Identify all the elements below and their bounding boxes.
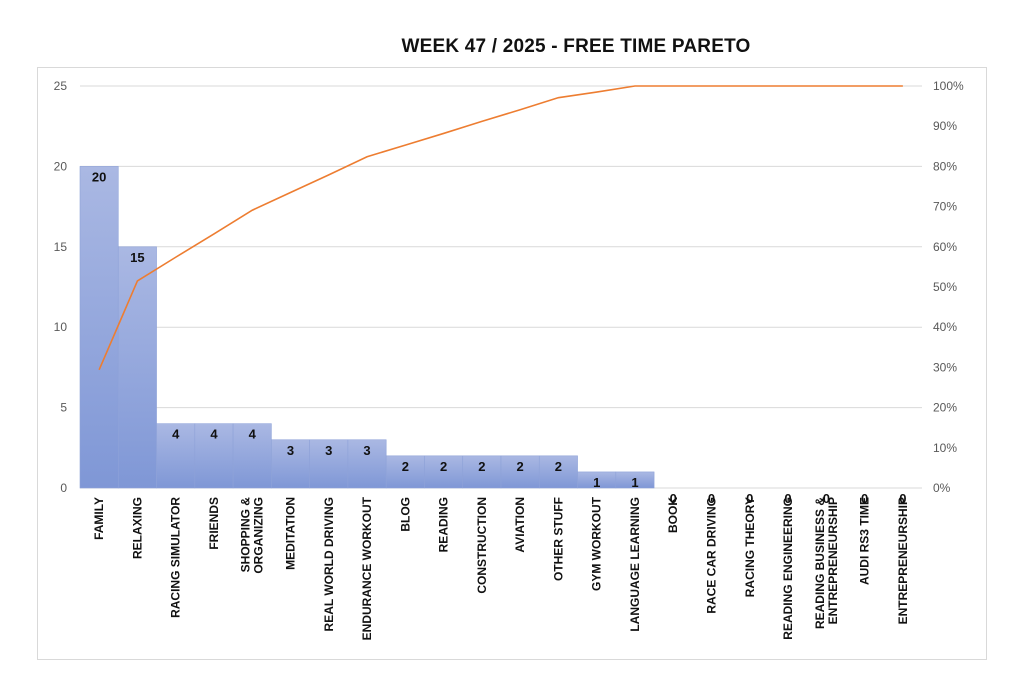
category-label: RACING SIMULATOR: [169, 497, 183, 618]
cumulative-percent-line: [98, 85, 903, 371]
category-label: AUDI RS3 TIME: [858, 497, 872, 585]
category-label: RACING THEORY: [743, 497, 757, 597]
category-label: ENTREPRENEURSHIP: [896, 497, 910, 624]
right-axis-tick: 10%: [933, 441, 957, 455]
right-axis-tick: 100%: [933, 79, 964, 93]
bar: [538, 455, 578, 489]
data-label: 4: [249, 427, 257, 442]
left-axis-tick: 15: [54, 240, 68, 254]
bar: [271, 439, 310, 489]
right-axis-tick: 0%: [933, 481, 951, 495]
left-axis-tick: 10: [54, 320, 68, 334]
data-label: 2: [517, 459, 524, 474]
data-label: 0: [823, 491, 830, 506]
right-axis: 0% 10% 20% 30% 40% 50% 60% 70% 80% 90% 100%: [933, 79, 964, 495]
category-label: OTHER STUFF: [551, 497, 565, 581]
data-label: 15: [130, 250, 144, 265]
category-label: SHOPPING &: [239, 497, 253, 573]
category-label: RELAXING: [130, 497, 144, 559]
left-axis-tick: 25: [54, 79, 68, 93]
bar: [347, 439, 387, 489]
data-label: 0: [861, 491, 868, 506]
left-axis: 0 5 10 15 20 25: [54, 79, 68, 495]
category-label: CONSTRUCTION: [475, 497, 489, 594]
right-axis-tick: 50%: [933, 280, 957, 294]
data-label: 0: [899, 491, 906, 506]
data-label: 2: [402, 459, 409, 474]
category-label: GYM WORKOUT: [590, 496, 604, 591]
bar: [79, 166, 119, 489]
data-label: 0: [746, 491, 753, 506]
data-label: 4: [172, 427, 180, 442]
left-axis-tick: 20: [54, 159, 68, 173]
right-axis-tick: 40%: [933, 320, 957, 334]
category-label: FAMILY: [92, 497, 106, 540]
bar: [615, 471, 655, 489]
category-label: READING: [437, 497, 451, 552]
data-label: 2: [440, 459, 447, 474]
data-label: 1: [593, 475, 600, 490]
data-label: 3: [287, 443, 294, 458]
chart-frame: [37, 67, 987, 660]
data-label: 4: [210, 427, 218, 442]
right-axis-tick: 90%: [933, 119, 957, 133]
right-axis-tick: 60%: [933, 240, 957, 254]
chart-title: WEEK 47 / 2025 - FREE TIME PARETO: [401, 36, 751, 57]
category-label: REAL WORLD DRIVING: [322, 497, 336, 631]
data-label: 3: [363, 443, 370, 458]
category-label: BLOG: [398, 497, 412, 532]
cumulative-line: [98, 85, 903, 371]
right-axis-tick: 30%: [933, 360, 957, 374]
data-label: 3: [325, 443, 332, 458]
data-label: 0: [784, 491, 791, 506]
category-labels: FAMILY RELAXING RACING SIMULATOR FRIENDS SHO…: [92, 496, 910, 640]
data-labels: 20 15 4 4 4 3 3 3 2 2 2 2 2 1 1 0 0 0 0 0 0 0: [92, 169, 907, 506]
bar: [309, 439, 349, 489]
category-label: MEDITATION: [284, 497, 298, 570]
right-axis-tick: 70%: [933, 200, 957, 214]
bar: [156, 423, 196, 489]
data-label: 20: [92, 169, 106, 184]
category-label: READING BUSINESS &: [813, 497, 827, 629]
data-label: 1: [631, 475, 638, 490]
left-axis-tick: 0: [60, 481, 67, 495]
bar: [232, 423, 272, 489]
right-axis-tick: 80%: [933, 159, 957, 173]
category-label: ORGANIZING: [252, 497, 266, 574]
category-label: RACE CAR DRIVING: [705, 497, 719, 614]
category-label: READING ENGINEERING: [781, 497, 795, 640]
category-label: ENDURANCE WORKOUT: [360, 496, 374, 640]
bar: [117, 246, 157, 489]
bar: [462, 455, 502, 489]
category-label: BOOK: [666, 497, 680, 533]
category-label: ENTREPRENEURSHIP: [826, 497, 840, 624]
category-label: LANGUAGE LEARNING: [628, 497, 642, 632]
data-label: 2: [478, 459, 485, 474]
category-label: AVIATION: [513, 497, 527, 553]
bar: [194, 423, 234, 489]
data-label: 2: [555, 459, 562, 474]
left-axis-tick: 5: [60, 401, 67, 415]
category-label: FRIENDS: [207, 497, 221, 550]
bar: [424, 455, 464, 489]
data-label: 0: [670, 491, 677, 506]
right-axis-tick: 20%: [933, 401, 957, 415]
bar: [385, 455, 425, 489]
data-label: 0: [708, 491, 715, 506]
